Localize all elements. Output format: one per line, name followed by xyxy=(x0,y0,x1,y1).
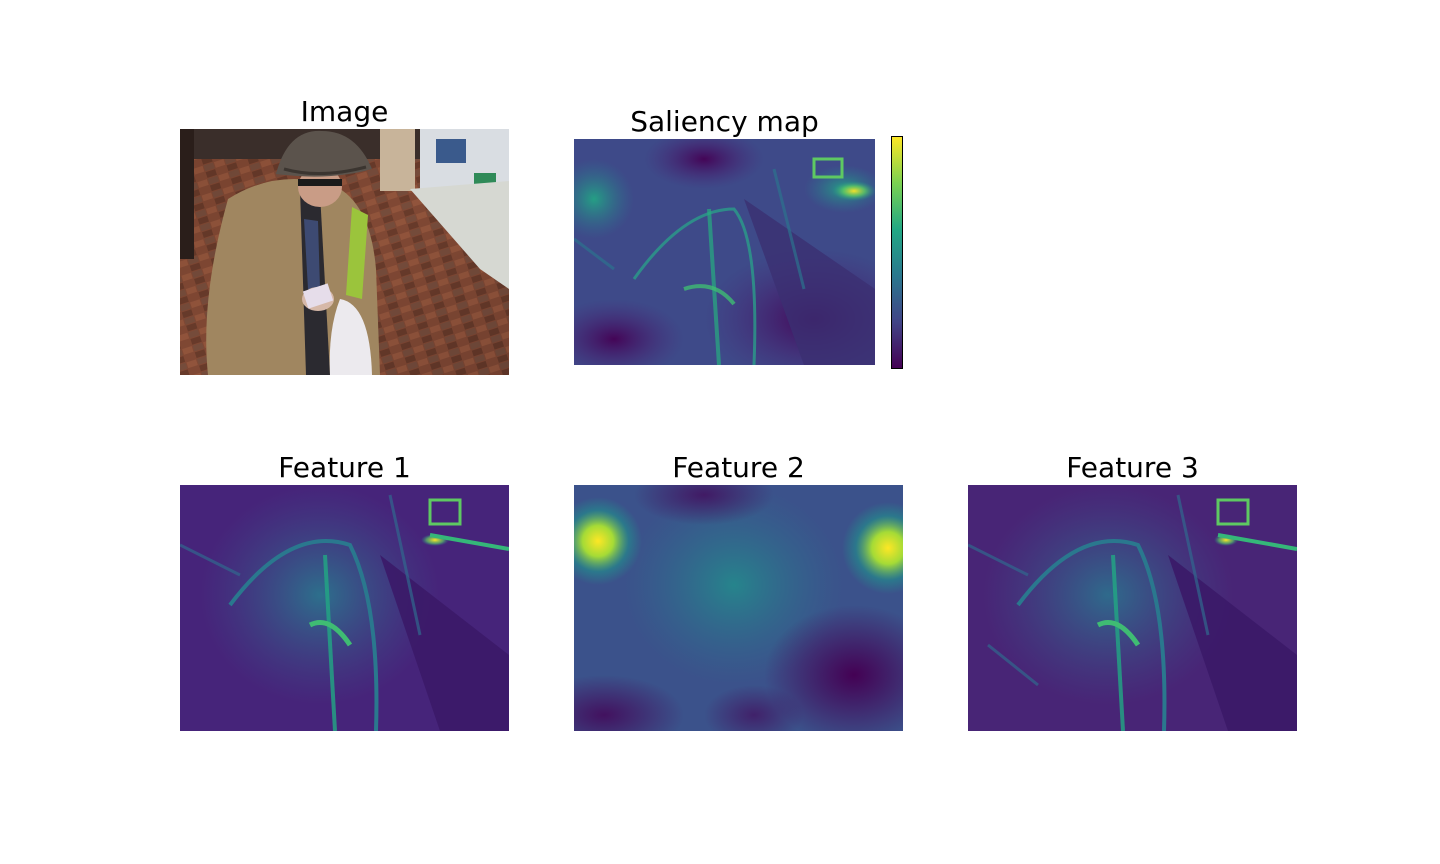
saliency-panel-title: Saliency map xyxy=(630,105,819,138)
saliency-colorbar xyxy=(891,136,903,369)
feature2-panel-title: Feature 2 xyxy=(672,451,805,484)
photo-panel xyxy=(180,129,509,375)
saliency-heatmap xyxy=(574,139,875,365)
image-panel-title: Image xyxy=(300,95,389,128)
feature1-panel-title: Feature 1 xyxy=(278,451,411,484)
feature3-panel-title: Feature 3 xyxy=(1066,451,1199,484)
feature3-heatmap xyxy=(968,485,1297,731)
feature1-heatmap xyxy=(180,485,509,731)
feature2-heatmap xyxy=(574,485,903,731)
